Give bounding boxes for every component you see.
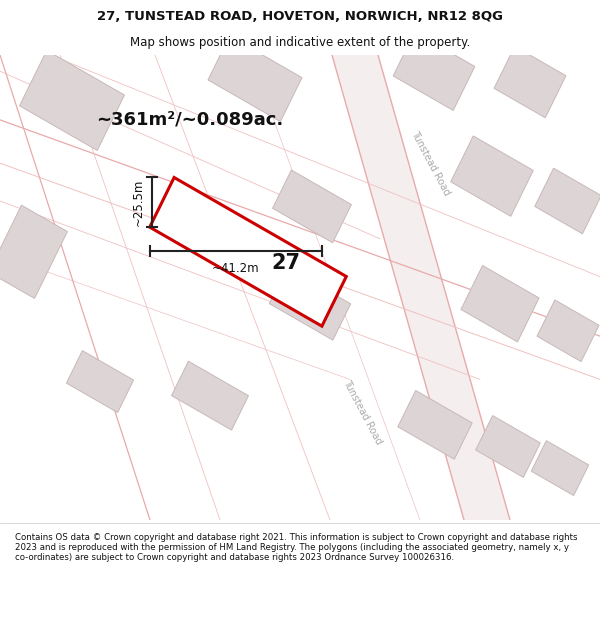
Text: Tunstead Road: Tunstead Road xyxy=(341,378,383,446)
Polygon shape xyxy=(0,205,67,298)
Polygon shape xyxy=(172,361,248,430)
Text: ~41.2m: ~41.2m xyxy=(212,262,260,275)
Text: ~361m²/~0.089ac.: ~361m²/~0.089ac. xyxy=(97,111,284,129)
Polygon shape xyxy=(272,170,352,242)
Text: Contains OS data © Crown copyright and database right 2021. This information is : Contains OS data © Crown copyright and d… xyxy=(15,532,577,562)
Text: ~25.5m: ~25.5m xyxy=(131,179,145,226)
Polygon shape xyxy=(393,32,475,111)
Text: Tunstead Road: Tunstead Road xyxy=(409,129,451,197)
Text: 27: 27 xyxy=(271,253,301,272)
Polygon shape xyxy=(208,36,302,122)
Polygon shape xyxy=(494,46,566,118)
Polygon shape xyxy=(150,177,346,326)
Polygon shape xyxy=(67,351,134,413)
Text: Map shows position and indicative extent of the property.: Map shows position and indicative extent… xyxy=(130,36,470,49)
Polygon shape xyxy=(531,441,589,496)
Polygon shape xyxy=(535,168,600,234)
Text: 27, TUNSTEAD ROAD, HOVETON, NORWICH, NR12 8QG: 27, TUNSTEAD ROAD, HOVETON, NORWICH, NR1… xyxy=(97,10,503,23)
Polygon shape xyxy=(398,391,472,459)
Polygon shape xyxy=(20,51,124,151)
Polygon shape xyxy=(451,136,533,216)
Polygon shape xyxy=(269,268,351,340)
Polygon shape xyxy=(461,266,539,342)
Polygon shape xyxy=(332,55,510,520)
Polygon shape xyxy=(476,416,540,478)
Polygon shape xyxy=(537,300,599,362)
